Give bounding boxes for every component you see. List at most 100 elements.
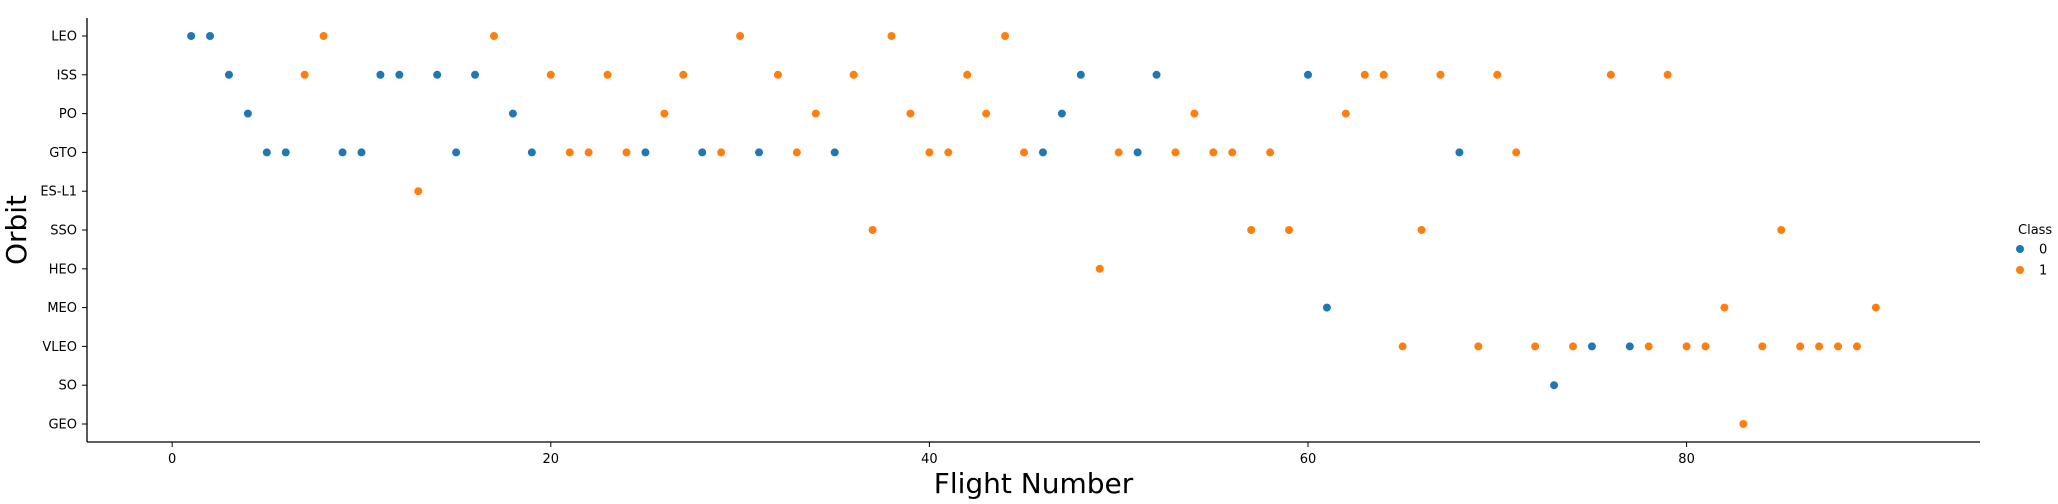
data-point-class-1 [1190, 109, 1199, 118]
data-point-class-1 [546, 70, 555, 79]
y-tick-label: HEO [49, 262, 77, 277]
data-point-class-1 [679, 70, 688, 79]
data-point-class-0 [1322, 303, 1331, 312]
data-point-class-1 [1417, 226, 1426, 234]
data-point-class-1 [414, 187, 423, 196]
y-tick-label: SSO [50, 224, 77, 239]
data-point-class-1 [1871, 303, 1880, 312]
legend-marker-1 [2016, 266, 2024, 274]
data-point-class-1 [1682, 342, 1691, 351]
data-point-class-0 [641, 148, 650, 157]
data-point-class-0 [206, 32, 215, 40]
data-point-class-0 [452, 148, 461, 157]
data-point-class-0 [281, 148, 290, 157]
y-axis-title: Orbit [0, 195, 33, 265]
data-point-class-1 [1852, 342, 1861, 351]
data-point-class-1 [1095, 264, 1104, 273]
y-tick-label: MEO [47, 301, 77, 316]
data-point-class-1 [565, 148, 574, 157]
data-point-class-1 [1815, 342, 1824, 351]
data-point-class-1 [792, 148, 801, 157]
data-point-class-0 [1303, 70, 1312, 79]
legend: Class 0 1 [2016, 223, 2052, 279]
data-point-class-0 [1152, 70, 1161, 79]
legend-title: Class [2018, 223, 2052, 238]
legend-label-0: 0 [2039, 243, 2047, 258]
data-point-class-0 [508, 109, 517, 118]
legend-marker-0 [2016, 245, 2024, 253]
data-point-class-1 [906, 109, 915, 118]
data-point-class-1 [1493, 70, 1502, 79]
data-point-class-1 [1360, 70, 1369, 79]
data-points [187, 32, 1880, 428]
data-point-class-1 [811, 109, 820, 118]
data-point-class-1 [1474, 342, 1483, 351]
data-point-class-1 [1512, 148, 1521, 157]
data-point-class-0 [1587, 342, 1596, 351]
data-point-class-1 [849, 70, 858, 79]
data-point-class-1 [1796, 342, 1805, 351]
data-point-class-1 [773, 70, 782, 79]
data-point-class-1 [1341, 109, 1350, 118]
data-point-class-0 [357, 148, 366, 157]
data-point-class-1 [963, 70, 972, 79]
data-point-class-1 [1569, 342, 1578, 351]
data-point-class-1 [982, 109, 991, 118]
data-point-class-1 [717, 148, 726, 157]
data-point-class-1 [489, 32, 498, 40]
data-point-class-0 [755, 148, 764, 157]
y-tick-label: VLEO [42, 340, 77, 355]
y-tick-label: ISS [57, 68, 77, 83]
data-point-class-1 [1644, 342, 1653, 351]
data-point-class-1 [1701, 342, 1710, 351]
data-point-class-1 [1606, 70, 1615, 79]
data-point-class-0 [433, 70, 442, 79]
data-point-class-1 [1436, 70, 1445, 79]
y-tick-label: SO [59, 379, 77, 394]
data-point-class-0 [224, 70, 233, 79]
data-point-class-0 [1550, 381, 1559, 390]
data-point-class-1 [925, 148, 934, 157]
data-point-class-1 [1171, 148, 1180, 157]
data-point-class-0 [1133, 148, 1142, 157]
data-point-class-1 [1739, 420, 1748, 428]
data-point-class-1 [1020, 148, 1029, 157]
data-point-class-0 [1455, 148, 1464, 157]
y-tick-label: GEO [48, 418, 77, 433]
data-point-class-1 [887, 32, 896, 40]
y-tick-label: GTO [49, 146, 77, 161]
data-point-class-0 [1625, 342, 1634, 351]
data-point-class-0 [1076, 70, 1085, 79]
x-tick-label: 40 [921, 452, 938, 467]
data-point-class-1 [736, 32, 745, 40]
data-point-class-1 [584, 148, 593, 157]
data-point-class-1 [1266, 148, 1275, 157]
y-tick-label: LEO [51, 30, 77, 45]
data-point-class-1 [1663, 70, 1672, 79]
data-point-class-1 [603, 70, 612, 79]
data-point-class-1 [1758, 342, 1767, 351]
x-tick-label: 0 [168, 452, 176, 467]
data-point-class-1 [1285, 226, 1294, 234]
data-point-class-1 [1228, 148, 1237, 157]
data-point-class-1 [944, 148, 953, 157]
x-tick-label: 20 [543, 452, 560, 467]
y-tick-label: ES-L1 [40, 185, 77, 200]
data-point-class-1 [660, 109, 669, 118]
data-point-class-0 [376, 70, 385, 79]
data-point-class-1 [1247, 226, 1256, 234]
y-ticks: LEO ISS PO GTO ES-L1 SSO HEO MEO VLEO SO GEO [40, 30, 87, 433]
data-point-class-0 [830, 148, 839, 157]
x-ticks: 0 20 40 60 80 [168, 442, 1695, 467]
x-axis-title: Flight Number [934, 467, 1134, 500]
axes: 0 20 40 60 80 LEO ISS PO GTO ES-L1 SSO HEO MEO VLEO S… [40, 18, 1980, 467]
data-point-class-1 [1531, 342, 1540, 351]
data-point-class-1 [300, 70, 309, 79]
data-point-class-1 [1379, 70, 1388, 79]
data-point-class-1 [1777, 226, 1786, 234]
data-point-class-0 [527, 148, 536, 157]
data-point-class-1 [868, 226, 877, 234]
data-point-class-0 [395, 70, 404, 79]
